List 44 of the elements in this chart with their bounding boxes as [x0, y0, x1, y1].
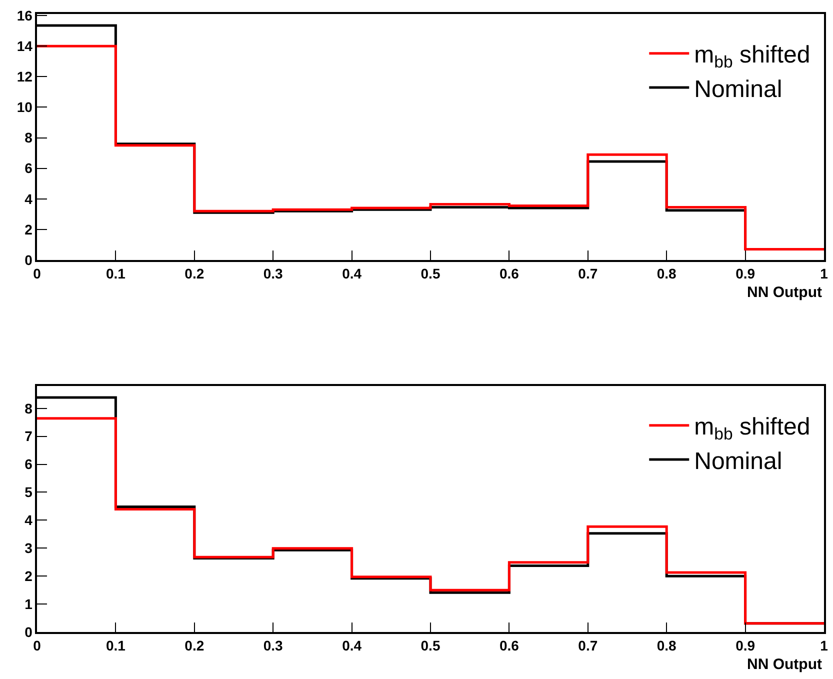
- x-tick-label: 0.1: [106, 266, 126, 282]
- x-axis-title: NN Output: [747, 284, 822, 301]
- y-tick-label: 1: [24, 596, 33, 612]
- x-tick-label: 0.1: [106, 638, 126, 654]
- legend-label: Nominal: [694, 76, 782, 103]
- y-tick-label: 8: [24, 130, 33, 146]
- x-tick-label: 0.5: [420, 266, 440, 282]
- y-tick-label: 10: [16, 99, 33, 116]
- y-tick-label: 7: [24, 428, 33, 444]
- x-tick-label: 0.2: [184, 266, 204, 282]
- y-tick-label: 8: [24, 400, 33, 416]
- x-tick-label: 0.7: [578, 266, 598, 282]
- x-tick-label: 0.8: [656, 638, 677, 654]
- y-tick-label: 6: [24, 160, 33, 176]
- x-tick-label: 0.6: [499, 266, 520, 282]
- y-tick-label: 3: [24, 540, 33, 556]
- x-tick-label: 0.9: [736, 266, 756, 282]
- x-tick-label: 0.5: [420, 638, 440, 654]
- y-tick-label: 5: [24, 484, 33, 500]
- y-tick-label: 12: [16, 68, 33, 85]
- x-tick-label: 0.4: [342, 638, 362, 654]
- x-tick-label: 0.6: [499, 638, 520, 654]
- x-tick-label: 0.9: [736, 638, 756, 654]
- x-tick-label: 0.3: [263, 266, 284, 282]
- x-tick-label: 0.4: [342, 266, 362, 282]
- y-tick-label: 16: [16, 7, 33, 24]
- legend-label: m$_{bb}$ shifted: [694, 42, 810, 72]
- x-axis-title: NN Output: [747, 656, 822, 673]
- y-tick-label: 2: [24, 568, 33, 584]
- y-tick-label: 6: [24, 456, 33, 472]
- x-tick-label: 0.7: [578, 638, 598, 654]
- y-tick-label: 14: [16, 38, 33, 54]
- y-tick-label: 0: [24, 624, 33, 640]
- x-tick-label: 1: [820, 638, 828, 654]
- x-tick-label: 0.2: [184, 638, 204, 654]
- y-tick-label: 2: [24, 221, 33, 238]
- x-tick-label: 0.8: [656, 266, 677, 282]
- x-tick-label: 0.3: [263, 638, 284, 654]
- x-tick-label: 1: [820, 266, 828, 282]
- y-tick-label: 0: [24, 252, 33, 268]
- legend-label: m$_{bb}$ shifted: [694, 414, 810, 444]
- y-tick-label: 4: [24, 190, 33, 207]
- legend-label: Nominal: [694, 448, 782, 475]
- y-tick-label: 4: [24, 512, 33, 528]
